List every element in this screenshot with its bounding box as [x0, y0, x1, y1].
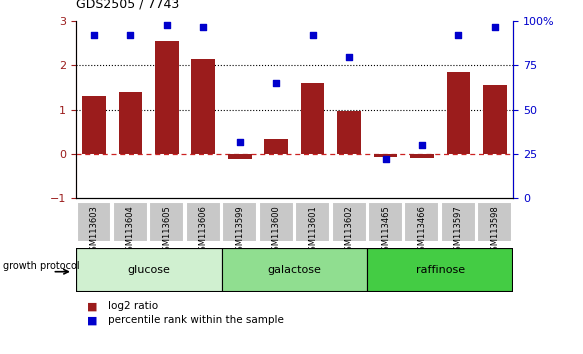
Text: GDS2505 / 7743: GDS2505 / 7743 — [76, 0, 179, 11]
Point — [308, 33, 317, 38]
Text: galactose: galactose — [268, 265, 321, 275]
Text: glucose: glucose — [127, 265, 170, 275]
Bar — [149, 202, 184, 242]
Text: GSM113601: GSM113601 — [308, 205, 317, 256]
Text: growth protocol: growth protocol — [3, 261, 79, 272]
Bar — [155, 41, 179, 154]
Bar — [332, 202, 367, 242]
Bar — [441, 202, 476, 242]
Text: percentile rank within the sample: percentile rank within the sample — [108, 315, 284, 325]
Bar — [76, 202, 111, 242]
Bar — [447, 72, 470, 154]
Point — [345, 54, 354, 59]
Text: GSM113604: GSM113604 — [126, 205, 135, 256]
Text: GSM113602: GSM113602 — [345, 205, 353, 256]
Text: GSM113605: GSM113605 — [163, 205, 171, 256]
Point — [490, 24, 500, 29]
Bar — [374, 154, 398, 157]
Bar — [76, 248, 222, 292]
Point — [89, 33, 99, 38]
Bar — [295, 202, 330, 242]
Point — [199, 24, 208, 29]
Bar — [301, 83, 325, 154]
Text: log2 ratio: log2 ratio — [108, 301, 158, 311]
Bar — [410, 154, 434, 158]
Bar — [222, 202, 257, 242]
Bar — [405, 202, 440, 242]
Point — [235, 139, 244, 144]
Text: GSM113603: GSM113603 — [90, 205, 99, 256]
Text: GSM113597: GSM113597 — [454, 205, 463, 256]
Bar — [222, 248, 367, 292]
Bar — [118, 92, 142, 154]
Bar — [191, 59, 215, 154]
Bar — [228, 154, 252, 159]
Text: GSM113599: GSM113599 — [236, 205, 244, 256]
Text: GSM113598: GSM113598 — [490, 205, 499, 256]
Point — [162, 22, 171, 28]
Point — [126, 33, 135, 38]
Text: raffinose: raffinose — [416, 265, 465, 275]
Bar — [367, 248, 513, 292]
Bar — [186, 202, 221, 242]
Text: ■: ■ — [87, 315, 98, 325]
Point — [272, 80, 281, 86]
Text: ■: ■ — [87, 301, 98, 311]
Text: GSM113465: GSM113465 — [381, 205, 390, 256]
Point — [381, 156, 390, 162]
Bar — [113, 202, 148, 242]
Bar — [259, 202, 294, 242]
Point — [454, 33, 463, 38]
Bar — [477, 202, 512, 242]
Text: GSM113606: GSM113606 — [199, 205, 208, 256]
Bar — [483, 85, 507, 154]
Bar — [82, 97, 106, 154]
Point — [417, 142, 427, 148]
Bar — [337, 111, 361, 154]
Text: GSM113600: GSM113600 — [272, 205, 280, 256]
Bar — [264, 138, 288, 154]
Bar — [368, 202, 403, 242]
Text: GSM113466: GSM113466 — [417, 205, 426, 256]
